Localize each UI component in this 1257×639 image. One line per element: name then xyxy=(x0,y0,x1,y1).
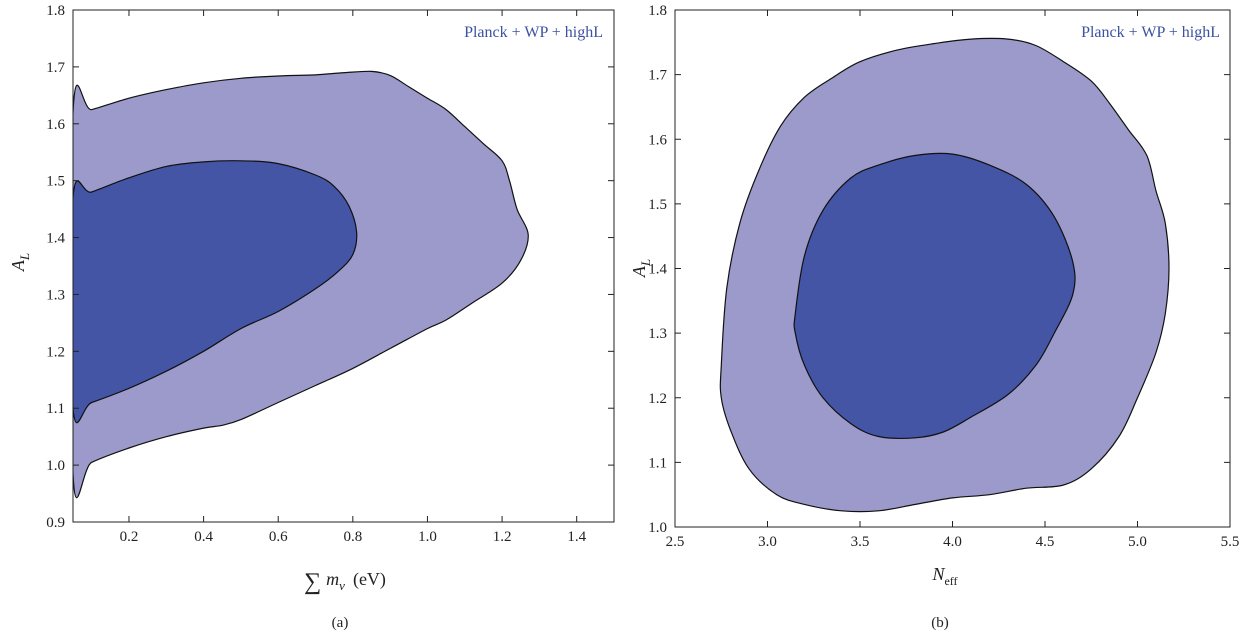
panel-b-y-tick-label: 1.7 xyxy=(648,68,667,84)
panel-a-y-tick-label: 0.9 xyxy=(46,515,65,531)
panel-a-legend: Planck + WP + highL xyxy=(464,24,603,41)
panel-b-x-tick-label: 3.5 xyxy=(851,534,870,550)
panel-b-caption-label: (b) xyxy=(931,615,949,631)
panel-a-x-tick-label: 1.2 xyxy=(493,529,512,545)
panel-b-y-tick-label: 1.1 xyxy=(648,455,667,471)
panel-a-y-tick-label: 1.7 xyxy=(46,60,65,76)
panel-a-y-tick-label: 1.8 xyxy=(46,3,65,19)
panel-a-y-tick-label: 1.1 xyxy=(46,401,65,417)
panel-b-x-tick-label: 4.5 xyxy=(1036,534,1055,550)
panel-a-inner-contour xyxy=(73,160,358,424)
panel-a-x-tick-label: 1.0 xyxy=(418,529,437,545)
panel-a-y-tick-label: 1.3 xyxy=(46,287,65,303)
panel-b-legend: Planck + WP + highL xyxy=(1081,24,1220,41)
panel-b-x-tick-label: 5.5 xyxy=(1221,534,1240,550)
panel-a-x-tick-label: 0.6 xyxy=(269,529,288,545)
panel-a-caption-label: (a) xyxy=(332,615,349,631)
panel-b-y-tick-label: 1.3 xyxy=(648,326,667,342)
panel-a-sum-mnu-vs-AL: 0.2 0.4 0.6 0.8 1.0 1.2 1.4 0.9 1.0 1.1 1.2 1.3 1.4 1… xyxy=(8,3,615,631)
panel-a-y-axis-label: AL xyxy=(8,253,32,272)
panel-a-y-tick-label: 1.2 xyxy=(46,344,65,360)
panel-b-x-tick-label: 3.0 xyxy=(758,534,777,550)
panel-b-x-tick-label: 2.5 xyxy=(666,534,685,550)
panel-b-y-tick-label: 1.2 xyxy=(648,391,667,407)
panel-b-x-tick-label: 4.0 xyxy=(943,534,962,550)
panel-b-inner-contour xyxy=(793,152,1076,439)
panel-a-y-tick-label: 1.5 xyxy=(46,174,65,190)
panel-a-x-tick-label: 0.8 xyxy=(343,529,362,545)
panel-b-y-tick-label: 1.0 xyxy=(648,520,667,536)
panel-b-contour-regions xyxy=(719,37,1170,513)
panel-a-x-tick-label: 1.4 xyxy=(567,529,586,545)
panel-a-y-tick-label: 1.4 xyxy=(46,231,65,247)
panel-a-y-tick-label: 1.6 xyxy=(46,117,65,133)
panel-a-y-tick-label: 1.0 xyxy=(46,458,65,474)
panel-b-x-tick-label: 5.0 xyxy=(1128,534,1147,550)
panel-b-y-tick-label: 1.5 xyxy=(648,197,667,213)
panel-a-plot-frame xyxy=(72,9,615,523)
panel-b-neff-vs-AL: 2.5 3.0 3.5 4.0 4.5 5.0 5.5 1.0 1.1 1.2 1.3 1.4 1.5 1… xyxy=(629,3,1239,631)
panel-b-y-tick-label: 1.8 xyxy=(648,3,667,19)
panel-b-x-axis-label: Neff xyxy=(931,564,957,588)
panel-b-y-tick-label: 1.4 xyxy=(648,262,667,278)
panel-a-x-tick-label: 0.2 xyxy=(120,529,139,545)
panel-a-x-tick-label: 0.4 xyxy=(194,529,213,545)
panel-b-y-tick-label: 1.6 xyxy=(648,132,667,148)
panel-b-ticks: 2.5 3.0 3.5 4.0 4.5 5.0 5.5 1.0 1.1 1.2 1.3 1.4 1.5 1… xyxy=(648,3,1239,550)
panel-a-contour-regions xyxy=(73,70,529,499)
panel-a-x-axis-label: ∑ mν (eV) xyxy=(304,569,386,595)
panel-a-ticks: 0.2 0.4 0.6 0.8 1.0 1.2 1.4 0.9 1.0 1.1 1.2 1.3 1.4 1… xyxy=(46,3,614,545)
